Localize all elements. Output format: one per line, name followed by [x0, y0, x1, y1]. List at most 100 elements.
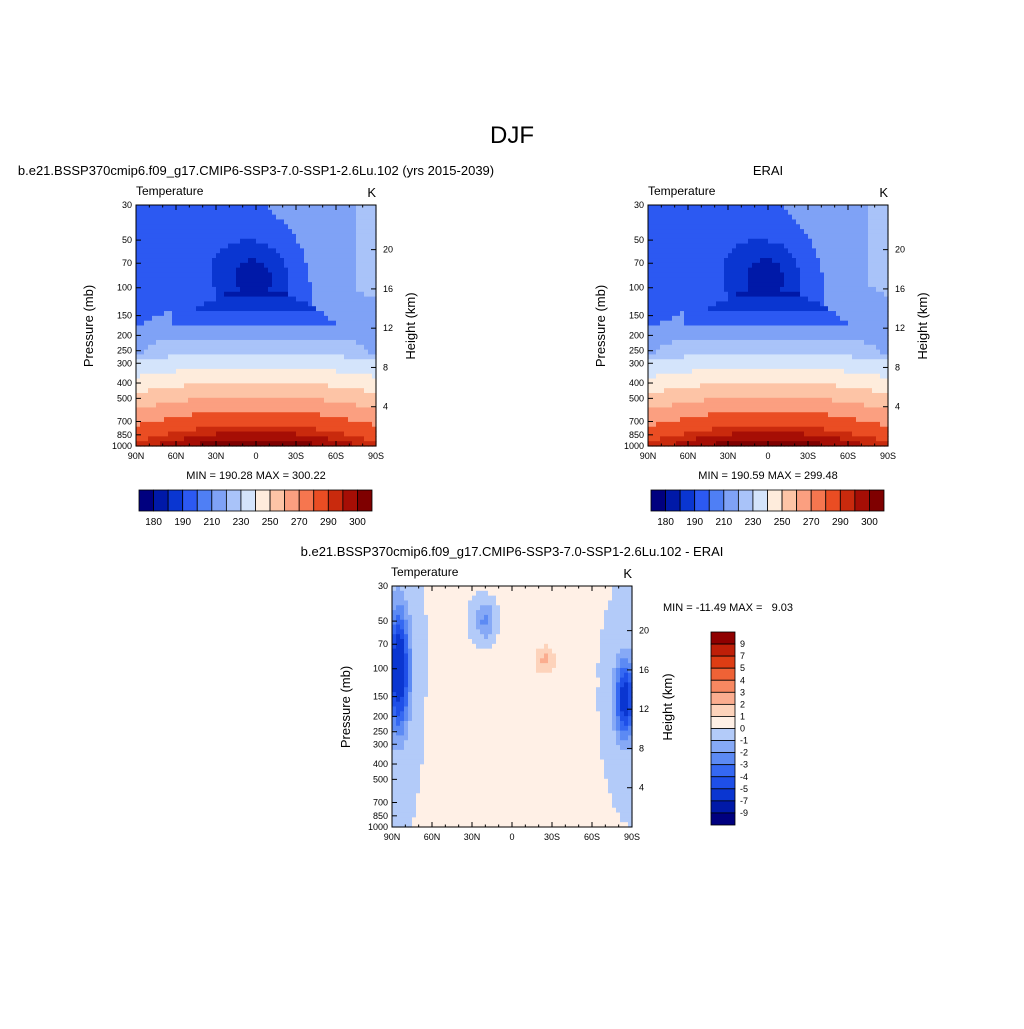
contour-cell	[788, 403, 793, 408]
contour-cell	[732, 239, 737, 244]
contour-cell	[680, 268, 685, 273]
contour-cell	[156, 229, 161, 234]
contour-cell	[356, 374, 361, 379]
contour-cell	[248, 311, 253, 316]
contour-cell	[300, 244, 305, 249]
contour-cell	[324, 412, 329, 417]
contour-cell	[688, 224, 693, 229]
contour-cell	[680, 403, 685, 408]
contour-cell	[252, 321, 257, 326]
contour-cell	[660, 244, 665, 249]
contour-cell	[144, 234, 149, 239]
contour-cell	[328, 282, 333, 287]
contour-cell	[212, 330, 217, 335]
contour-cell	[684, 432, 689, 437]
contour-cell	[136, 427, 141, 432]
contour-cell	[276, 272, 281, 277]
contour-cell	[712, 393, 717, 398]
contour-cell	[172, 321, 177, 326]
contour-cell	[220, 282, 225, 287]
right-string: K	[367, 185, 376, 200]
contour-cell	[736, 417, 741, 422]
contour-cell	[684, 282, 689, 287]
contour-cell	[180, 335, 185, 340]
contour-cell	[664, 374, 669, 379]
contour-cell	[188, 374, 193, 379]
contour-cell	[736, 354, 741, 359]
contour-cell	[340, 407, 345, 412]
contour-cell	[760, 311, 765, 316]
contour-cell	[732, 412, 737, 417]
contour-cell	[724, 422, 729, 427]
contour-cell	[744, 398, 749, 403]
contour-cell	[320, 321, 325, 326]
contour-cell	[784, 350, 789, 355]
contour-cell	[308, 287, 313, 292]
contour-cell	[256, 432, 261, 437]
contour-cell	[780, 297, 785, 302]
contour-cell	[660, 335, 665, 340]
contour-cell	[788, 244, 793, 249]
contour-cell	[700, 258, 705, 263]
contour-cell	[308, 268, 313, 273]
contour-cell	[276, 427, 281, 432]
contour-cell	[204, 436, 209, 441]
contour-cell	[256, 345, 261, 350]
contour-cell	[720, 229, 725, 234]
contour-cell	[308, 282, 313, 287]
contour-cell	[348, 239, 353, 244]
contour-cell	[140, 422, 145, 427]
contour-cell	[764, 359, 769, 364]
contour-cell	[732, 364, 737, 369]
colorbar-label: 180	[145, 517, 162, 528]
contour-cell	[300, 311, 305, 316]
contour-cell	[268, 340, 273, 345]
contour-cell	[700, 215, 705, 220]
contour-cell	[736, 427, 741, 432]
contour-cell	[736, 306, 741, 311]
contour-cell	[752, 412, 757, 417]
contour-cell	[160, 224, 165, 229]
contour-cell	[280, 354, 285, 359]
contour-cell	[316, 215, 321, 220]
contour-cell	[744, 272, 749, 277]
contour-cell	[344, 253, 349, 258]
contour-cell	[756, 248, 761, 253]
contour-cell	[244, 272, 249, 277]
y-tick-label: 850	[117, 430, 132, 440]
contour-cell	[772, 383, 777, 388]
contour-cell	[652, 239, 657, 244]
contour-cell	[676, 407, 681, 412]
contour-cell	[708, 263, 713, 268]
contour-cell	[724, 388, 729, 393]
contour-cell	[184, 321, 189, 326]
contour-cell	[196, 244, 201, 249]
contour-cell	[148, 379, 153, 384]
contour-cell	[312, 432, 317, 437]
contour-cell	[712, 369, 717, 374]
contour-cell	[304, 427, 309, 432]
contour-cell	[724, 354, 729, 359]
contour-cell	[320, 210, 325, 215]
contour-cell	[140, 301, 145, 306]
contour-cell	[720, 215, 725, 220]
contour-cell	[756, 345, 761, 350]
contour-cell	[780, 210, 785, 215]
contour-cell	[708, 326, 713, 331]
contour-cell	[692, 205, 697, 210]
contour-cell	[664, 369, 669, 374]
contour-cell	[696, 350, 701, 355]
contour-cell	[728, 340, 733, 345]
contour-cell	[728, 311, 733, 316]
contour-cell	[208, 272, 213, 277]
contour-cell	[204, 388, 209, 393]
contour-cell	[320, 268, 325, 273]
contour-cell	[184, 427, 189, 432]
contour-cell	[364, 316, 369, 321]
contour-cell	[140, 229, 145, 234]
contour-cell	[164, 398, 169, 403]
contour-cell	[772, 292, 777, 297]
contour-cell	[252, 412, 257, 417]
contour-cell	[668, 234, 673, 239]
contour-cell	[292, 345, 297, 350]
